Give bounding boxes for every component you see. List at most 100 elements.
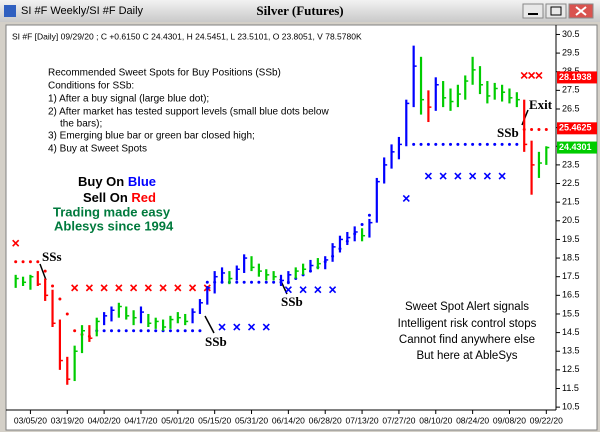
- window-title: SI #F Weekly/SI #F Daily: [21, 5, 144, 17]
- sell-x: [85, 284, 93, 292]
- y-tick-label: 22.5: [562, 178, 580, 188]
- y-tick-label: 11.5: [562, 383, 579, 393]
- support-dots: [485, 142, 489, 146]
- buy-x: [424, 172, 432, 180]
- stop-dots: [73, 329, 77, 333]
- x-tick-label: 06/14/20: [272, 415, 305, 425]
- buy-x: [329, 286, 337, 294]
- price-box-label: 25.4625: [559, 123, 592, 133]
- note: Conditions for SSb:: [48, 81, 134, 92]
- stop-dots: [51, 284, 55, 288]
- support-dots: [102, 329, 106, 333]
- support-dots: [507, 142, 511, 146]
- buy-x: [402, 194, 410, 202]
- slogan: Trading made easy: [53, 204, 171, 219]
- price-box-label: 28.1938: [559, 72, 592, 82]
- buy-x: [314, 286, 322, 294]
- sell-x: [71, 284, 79, 292]
- y-tick-label: 30.5: [562, 29, 580, 39]
- stop-dots: [530, 127, 534, 131]
- chart-panel: [5, 24, 598, 431]
- stop-dots: [65, 312, 69, 316]
- signal-arrow: [39, 263, 47, 281]
- note: 1) After a buy signal (large blue dot);: [48, 94, 209, 105]
- sell-x: [535, 71, 543, 80]
- support-dots: [471, 142, 475, 146]
- x-tick-label: 07/13/20: [346, 415, 379, 425]
- support-dots: [176, 329, 180, 333]
- buy-x: [454, 172, 462, 180]
- sell-x: [130, 284, 138, 292]
- support-dots: [198, 329, 202, 333]
- note: Recommended Sweet Spots for Buy Position…: [48, 68, 281, 79]
- y-tick-label: 27.5: [562, 85, 580, 95]
- support-dots: [272, 280, 276, 284]
- x-tick-label: 03/19/20: [51, 415, 84, 425]
- y-tick-label: 12.5: [562, 364, 580, 374]
- support-dots: [493, 142, 497, 146]
- stop-dots: [58, 297, 62, 301]
- slogan-color: Blue: [128, 174, 156, 189]
- support-dots: [250, 280, 254, 284]
- x-tick-label: 08/24/20: [456, 415, 489, 425]
- promo-line: Intelligent risk control stops: [398, 318, 537, 330]
- support-dots: [132, 329, 136, 333]
- sell-x: [12, 239, 20, 247]
- signal-label: SSb: [497, 125, 519, 140]
- support-dots: [463, 142, 467, 146]
- restore-button[interactable]: [545, 3, 567, 19]
- title-bar: [0, 0, 600, 22]
- price-box-label: 24.4301: [559, 142, 592, 152]
- buy-x: [233, 323, 241, 331]
- stop-dots: [537, 127, 541, 131]
- price-box: [557, 122, 597, 135]
- x-tick-label: 09/22/20: [530, 415, 563, 425]
- y-tick-label: 18.5: [562, 252, 580, 262]
- buy-x: [247, 323, 256, 331]
- close-glyph: [575, 6, 587, 16]
- x-tick-label: 05/15/20: [198, 415, 231, 425]
- price-box: [557, 71, 597, 84]
- y-tick-label: 13.5: [562, 346, 580, 356]
- signal-label: Exit: [529, 97, 553, 112]
- note: 3) Emerging blue bar or green bar closed…: [48, 131, 255, 142]
- support-dots: [257, 280, 261, 284]
- x-tick-label: 03/05/20: [14, 415, 47, 425]
- slogan-color: Red: [131, 190, 156, 205]
- support-dots: [360, 223, 364, 227]
- support-dots: [154, 329, 158, 333]
- sell-x: [528, 71, 536, 80]
- support-dots: [139, 329, 143, 333]
- y-tick-label: 16.5: [562, 290, 580, 300]
- chart-title: Silver (Futures): [256, 3, 343, 18]
- sell-x: [188, 284, 197, 292]
- support-dots: [419, 142, 423, 146]
- info-line: SI #F [Daily] 09/29/20 ; C +0.6150 C 24.…: [12, 31, 362, 41]
- signal-arrow: [204, 315, 215, 334]
- support-dots: [515, 142, 519, 146]
- support-dots: [426, 142, 430, 146]
- support-dots: [168, 329, 172, 333]
- sell-x: [100, 284, 108, 292]
- support-dots: [242, 280, 246, 284]
- x-tick-label: 04/17/20: [124, 415, 157, 425]
- support-dots: [434, 142, 438, 146]
- x-tick-label: 05/31/20: [235, 415, 268, 425]
- support-dots: [456, 142, 460, 146]
- minimize-button[interactable]: [522, 3, 544, 19]
- y-tick-label: 10.5: [562, 402, 580, 412]
- slogan: Buy On Blue: [78, 174, 156, 189]
- sell-x: [520, 71, 528, 80]
- stop-dots: [28, 260, 32, 264]
- support-dots: [264, 280, 268, 284]
- support-dots: [117, 329, 121, 333]
- y-tick-label: 21.5: [562, 197, 580, 207]
- buy-x: [262, 323, 270, 331]
- app-icon: [4, 5, 16, 17]
- support-dots: [412, 142, 416, 146]
- sell-x: [144, 284, 152, 292]
- restore-glyph: [550, 6, 562, 16]
- x-tick-label: 05/01/20: [161, 415, 194, 425]
- y-tick-label: 26.5: [562, 103, 580, 113]
